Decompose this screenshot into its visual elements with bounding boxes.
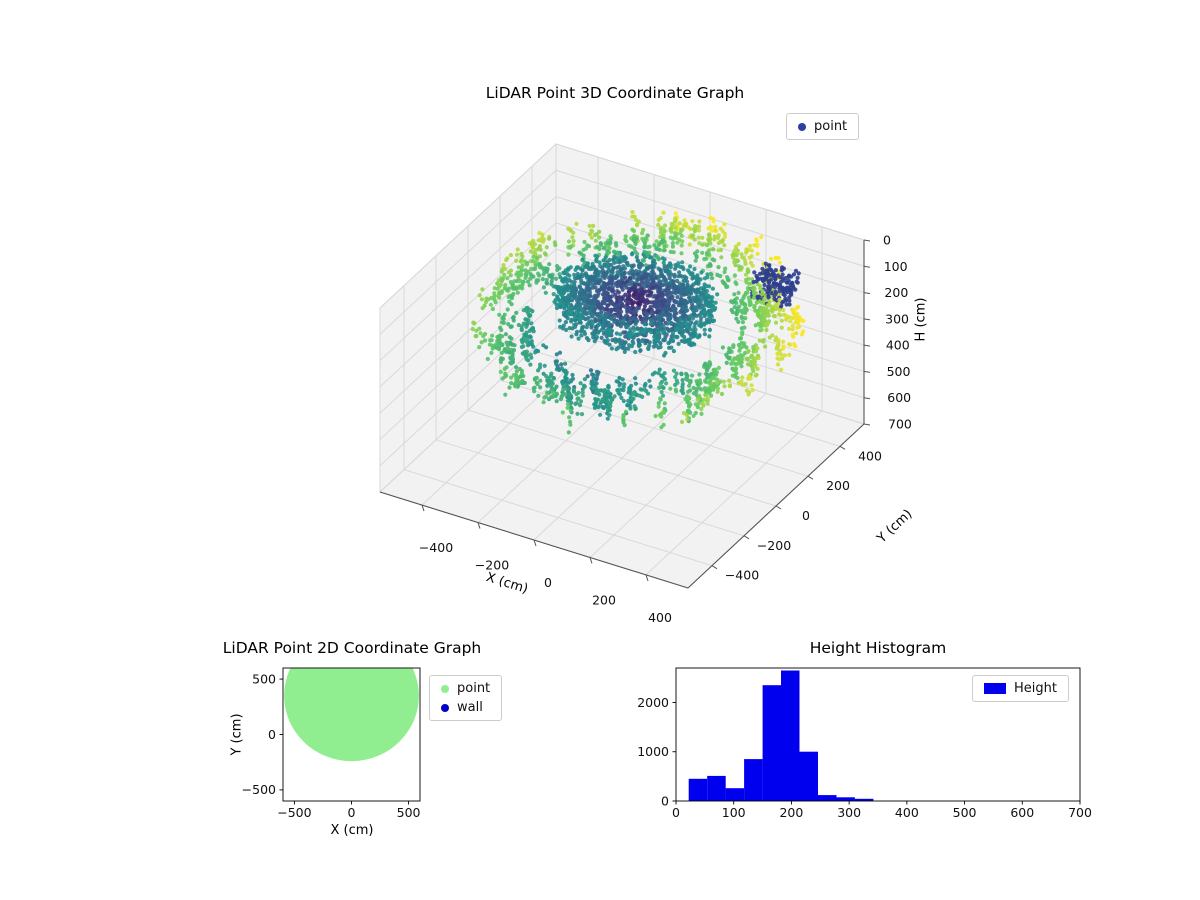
- svg-text:−200: −200: [757, 538, 791, 553]
- legend-item-point: point: [798, 119, 847, 134]
- svg-text:400: 400: [648, 610, 672, 625]
- histogram-bars: [688, 670, 874, 801]
- svg-text:0: 0: [268, 727, 276, 742]
- svg-text:2000: 2000: [637, 695, 669, 710]
- svg-text:400: 400: [895, 805, 919, 820]
- svg-text:0: 0: [802, 508, 810, 523]
- legend-label: Height: [1014, 681, 1057, 696]
- legend-label: point: [814, 119, 848, 134]
- point-blob: [284, 668, 419, 762]
- legend-item-wall: wall: [441, 700, 490, 715]
- svg-text:500: 500: [887, 364, 911, 379]
- histogram-axes: 0 100 200 300 400 500 600 700 0 1000 2000: [637, 667, 1092, 820]
- svg-text:200: 200: [884, 285, 908, 300]
- height-bar-icon: [984, 683, 1006, 694]
- svg-text:300: 300: [837, 805, 861, 820]
- svg-text:400: 400: [858, 448, 882, 463]
- svg-text:−400: −400: [725, 568, 759, 583]
- svg-text:200: 200: [779, 805, 803, 820]
- legend-label: point: [457, 681, 491, 696]
- plot3d-axis-lines: −400 −200 0 200 400 −400 −200 0 200 400 0 100 200 300…: [379, 233, 912, 625]
- svg-text:700: 700: [1068, 805, 1092, 820]
- svg-text:0: 0: [661, 793, 669, 808]
- plot3d-zlabel: H (cm): [913, 297, 929, 342]
- plot3d-title: LiDAR Point 3D Coordinate Graph: [485, 84, 745, 102]
- plot3d-points: [470, 210, 806, 435]
- plot2d-xlabel: X (cm): [330, 823, 374, 838]
- svg-text:600: 600: [887, 390, 911, 405]
- svg-text:−200: −200: [475, 558, 509, 573]
- svg-text:600: 600: [1010, 805, 1034, 820]
- histogram-title: Height Histogram: [809, 639, 947, 657]
- plot2d-legend: point wall: [429, 675, 503, 721]
- plot2d-axes: −500 0 500 −500 0 500: [242, 667, 421, 820]
- svg-text:200: 200: [826, 478, 850, 493]
- plot3d-legend: point: [786, 113, 860, 140]
- svg-text:300: 300: [885, 311, 909, 326]
- scatter-point-icon: [798, 122, 806, 131]
- histogram-legend: Height: [972, 675, 1069, 702]
- point-marker-icon: [441, 684, 449, 693]
- plot2d-ylabel: Y (cm): [229, 713, 245, 756]
- svg-text:200: 200: [592, 592, 616, 607]
- legend-label: wall: [457, 700, 483, 715]
- svg-text:500: 500: [953, 805, 977, 820]
- plot3d-panes: [379, 142, 865, 589]
- svg-text:400: 400: [886, 338, 910, 353]
- svg-text:100: 100: [884, 259, 908, 274]
- wall-marker-icon: [441, 703, 449, 712]
- legend-item-point: point: [441, 681, 490, 696]
- svg-text:700: 700: [888, 417, 912, 432]
- svg-text:1000: 1000: [637, 744, 669, 759]
- svg-text:500: 500: [397, 805, 421, 820]
- svg-text:0: 0: [883, 233, 891, 248]
- svg-text:0: 0: [672, 805, 680, 820]
- svg-text:−400: −400: [419, 540, 453, 555]
- svg-text:0: 0: [544, 575, 552, 590]
- legend-item-height: Height: [984, 681, 1057, 696]
- svg-text:−500: −500: [277, 805, 311, 820]
- svg-text:−500: −500: [242, 782, 276, 797]
- plot2d-title: LiDAR Point 2D Coordinate Graph: [222, 639, 482, 657]
- svg-text:0: 0: [348, 805, 356, 820]
- svg-text:100: 100: [722, 805, 746, 820]
- svg-text:500: 500: [252, 671, 276, 686]
